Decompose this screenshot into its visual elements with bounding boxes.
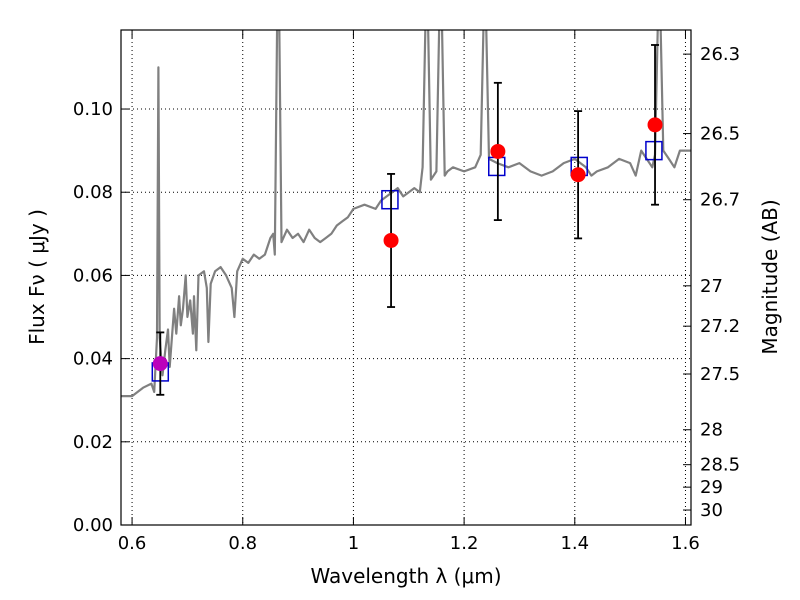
tick-labels: 0.6 0.8 1 1.2 1.4 1.6 0.00 0.02 0.04 0.06 0.08 0.10… xyxy=(73,44,740,554)
grid-lines xyxy=(121,30,691,525)
mag-tick-label: 28.5 xyxy=(700,455,740,476)
observed-point xyxy=(490,143,506,159)
mag-tick-label: 26.5 xyxy=(700,124,740,145)
y-tick-label: 0.02 xyxy=(73,432,113,453)
x-tick-label: 1 xyxy=(348,533,359,554)
x-tick-label: 1.6 xyxy=(671,533,700,554)
observed-point xyxy=(647,117,663,133)
model-photometry-square xyxy=(381,189,399,210)
observed-point xyxy=(383,232,399,248)
error-bars xyxy=(151,44,663,396)
y-tick-label: 0.04 xyxy=(73,349,113,370)
plot-frame xyxy=(120,29,692,526)
y-tick-label: 0.10 xyxy=(73,99,113,120)
mag-tick-label: 27.2 xyxy=(700,316,740,337)
y-tick-label: 0.06 xyxy=(73,265,113,286)
mag-tick-label: 26.3 xyxy=(700,44,740,65)
y-tick-label: 0.08 xyxy=(73,182,113,203)
y-axis-title: Flux Fν ( μJy ) xyxy=(25,209,49,345)
model-photometry-square xyxy=(645,140,663,161)
x-tick-label: 0.8 xyxy=(228,533,257,554)
x-tick-label: 1.2 xyxy=(450,533,479,554)
x-tick-label: 1.4 xyxy=(560,533,589,554)
mag-tick-label: 29 xyxy=(700,477,723,498)
mag-tick-label: 27 xyxy=(700,276,723,297)
y2-axis-title: Magnitude (AB) xyxy=(758,199,782,354)
x-axis-title: Wavelength λ (μm) xyxy=(310,564,501,588)
data-layer xyxy=(121,30,691,398)
y-tick-label: 0.00 xyxy=(73,515,113,536)
model-spectrum-line xyxy=(121,30,691,398)
mag-tick-label: 27.5 xyxy=(700,364,740,385)
observed-point xyxy=(570,167,586,183)
mag-tick-label: 28 xyxy=(700,420,723,441)
mag-tick-label: 26.7 xyxy=(700,190,740,211)
axis-ticks xyxy=(121,30,691,526)
mag-tick-label: 30 xyxy=(700,500,723,521)
observed-point xyxy=(152,356,168,372)
x-tick-label: 0.6 xyxy=(118,533,147,554)
